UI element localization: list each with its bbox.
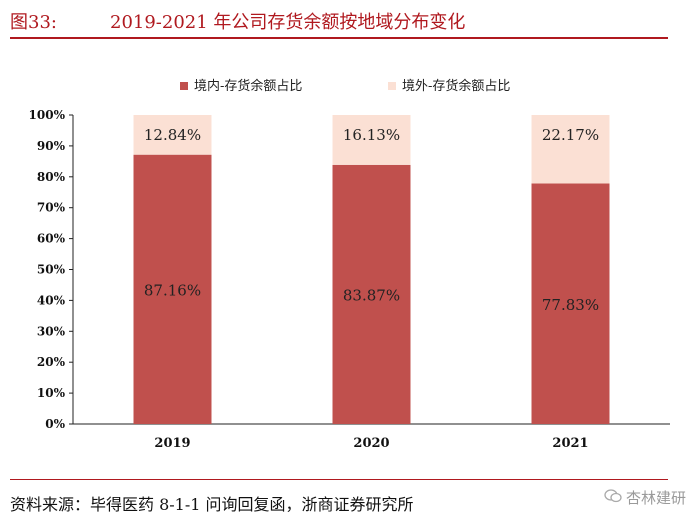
footer-rule xyxy=(10,479,668,480)
x-tick-label: 2021 xyxy=(552,436,588,451)
figure-title: 2019-2021 年公司存货余额按地域分布变化 xyxy=(110,12,466,33)
figure-header: 图33: 2019-2021 年公司存货余额按地域分布变化 xyxy=(10,8,678,34)
stacked-bar-chart: 境内-存货余额占比 境外-存货余额占比 0% 10% 20% 30% 40% 50% 60% 70… xyxy=(29,78,670,451)
x-tick-label: 2019 xyxy=(154,436,190,451)
source-note: 资料来源：毕得医药 8-1-1 问询回复函，浙商证券研究所 xyxy=(10,495,414,514)
legend-label: 境内-存货余额占比 xyxy=(194,78,302,94)
bar-segment-2020-overseas xyxy=(332,115,411,165)
y-tick-label: 100% xyxy=(29,108,66,122)
y-tick-label: 70% xyxy=(37,201,66,215)
y-tick-label: 60% xyxy=(37,232,66,246)
watermark: 杏林建研 xyxy=(604,487,686,508)
legend-label: 境外-存货余额占比 xyxy=(402,78,510,94)
data-label: 16.13% xyxy=(343,126,400,144)
data-label: 83.87% xyxy=(343,286,400,304)
figure-number: 图33: xyxy=(10,12,57,33)
y-tick-label: 50% xyxy=(37,263,66,277)
bar-segment-2020-domestic xyxy=(332,164,411,424)
legend-swatch xyxy=(180,82,188,90)
bar-segment-2021-domestic xyxy=(531,183,610,424)
y-tick-label: 0% xyxy=(45,417,65,431)
y-tick-label: 80% xyxy=(37,170,66,184)
data-label: 87.16% xyxy=(144,281,201,299)
x-tick-label: 2020 xyxy=(353,436,389,451)
data-label: 22.17% xyxy=(542,126,599,144)
bar-segment-2019-overseas xyxy=(133,115,212,155)
legend-swatch xyxy=(388,82,396,90)
y-tick-label: 40% xyxy=(37,293,66,307)
bar-segment-2021-overseas xyxy=(531,115,610,184)
header-rule xyxy=(10,37,668,39)
y-tick-label: 90% xyxy=(37,139,66,153)
watermark-text: 杏林建研 xyxy=(625,489,686,507)
bar-segment-2019-domestic xyxy=(133,154,212,424)
data-label: 77.83% xyxy=(542,296,599,314)
y-tick-label: 20% xyxy=(37,355,66,369)
y-tick-label: 10% xyxy=(37,386,66,400)
y-tick-label: 30% xyxy=(37,324,66,338)
wechat-icon xyxy=(604,489,622,507)
data-label: 12.84% xyxy=(144,126,201,144)
